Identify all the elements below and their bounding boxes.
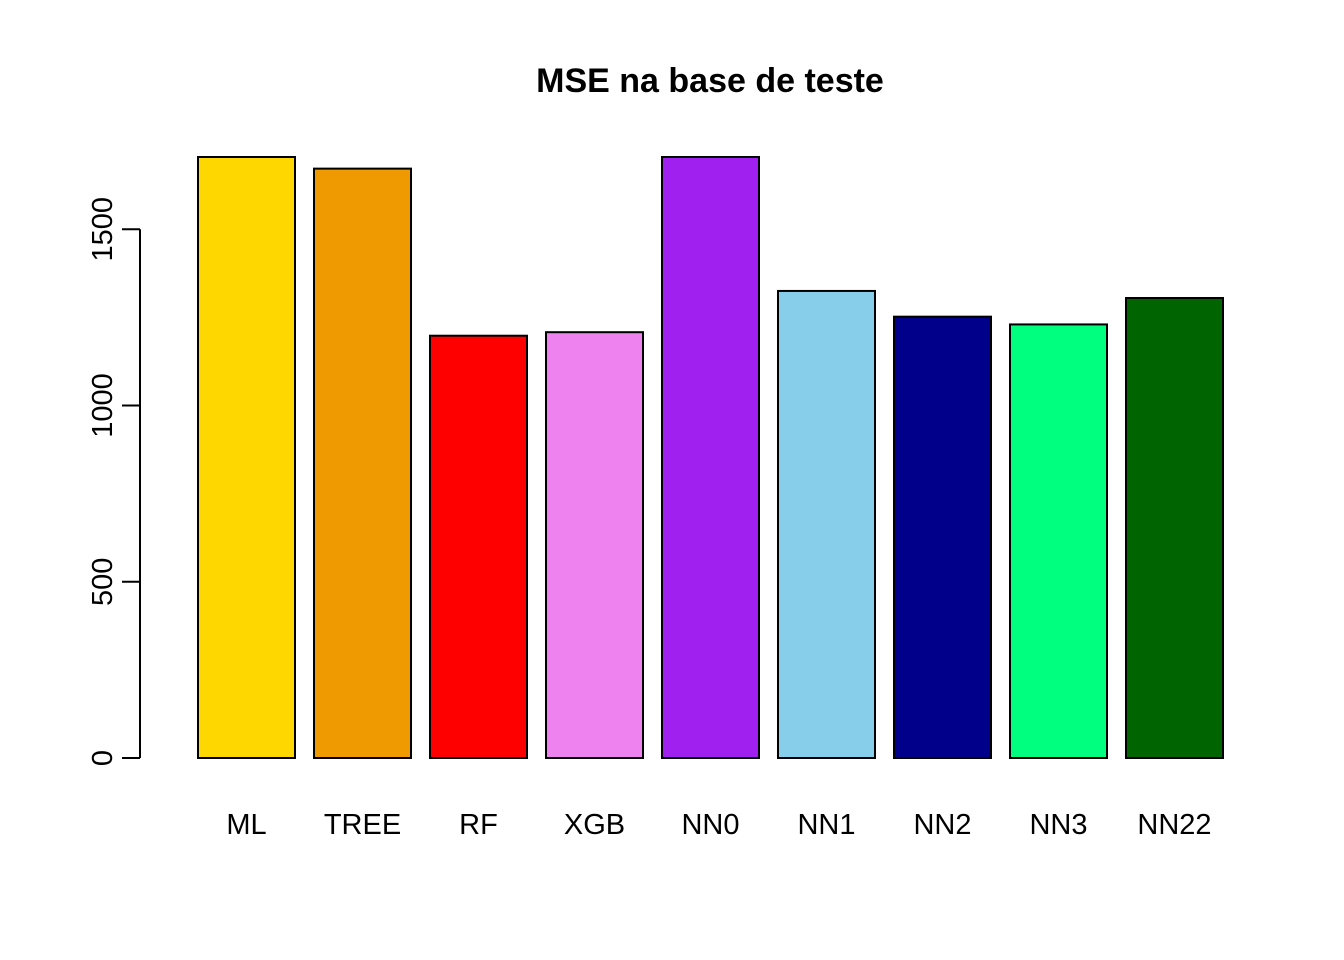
- category-label: ML: [226, 809, 266, 841]
- category-labels: ML TREE RF XGB NN0 NN1 NN2 NN3 NN22: [226, 809, 1211, 841]
- category-label: RF: [459, 809, 498, 841]
- y-tick-label: 0: [87, 750, 119, 766]
- y-axis: 0 500 1000 1500: [87, 197, 141, 766]
- category-label: NN3: [1029, 809, 1087, 841]
- category-label: NN22: [1137, 809, 1211, 841]
- bar-nn3: [1009, 323, 1108, 759]
- category-label: XGB: [564, 809, 625, 841]
- bar-nn22: [1125, 296, 1224, 759]
- bar-xgb: [545, 331, 644, 759]
- category-label: NN0: [681, 809, 739, 841]
- category-label: NN1: [797, 809, 855, 841]
- bars: [197, 156, 1224, 759]
- bar-nn2: [893, 315, 992, 759]
- y-tick-label: 1500: [87, 197, 119, 262]
- category-label: NN2: [913, 809, 971, 841]
- bar-rf: [429, 334, 528, 759]
- bar-nn1: [777, 289, 876, 759]
- y-tick-label: 1000: [87, 373, 119, 438]
- category-label: TREE: [324, 809, 401, 841]
- bar-nn0: [661, 156, 760, 759]
- y-tick-label: 500: [87, 558, 119, 606]
- chart-title: MSE na base de teste: [536, 62, 884, 100]
- bar-ml: [197, 156, 296, 759]
- bar-tree: [313, 167, 412, 759]
